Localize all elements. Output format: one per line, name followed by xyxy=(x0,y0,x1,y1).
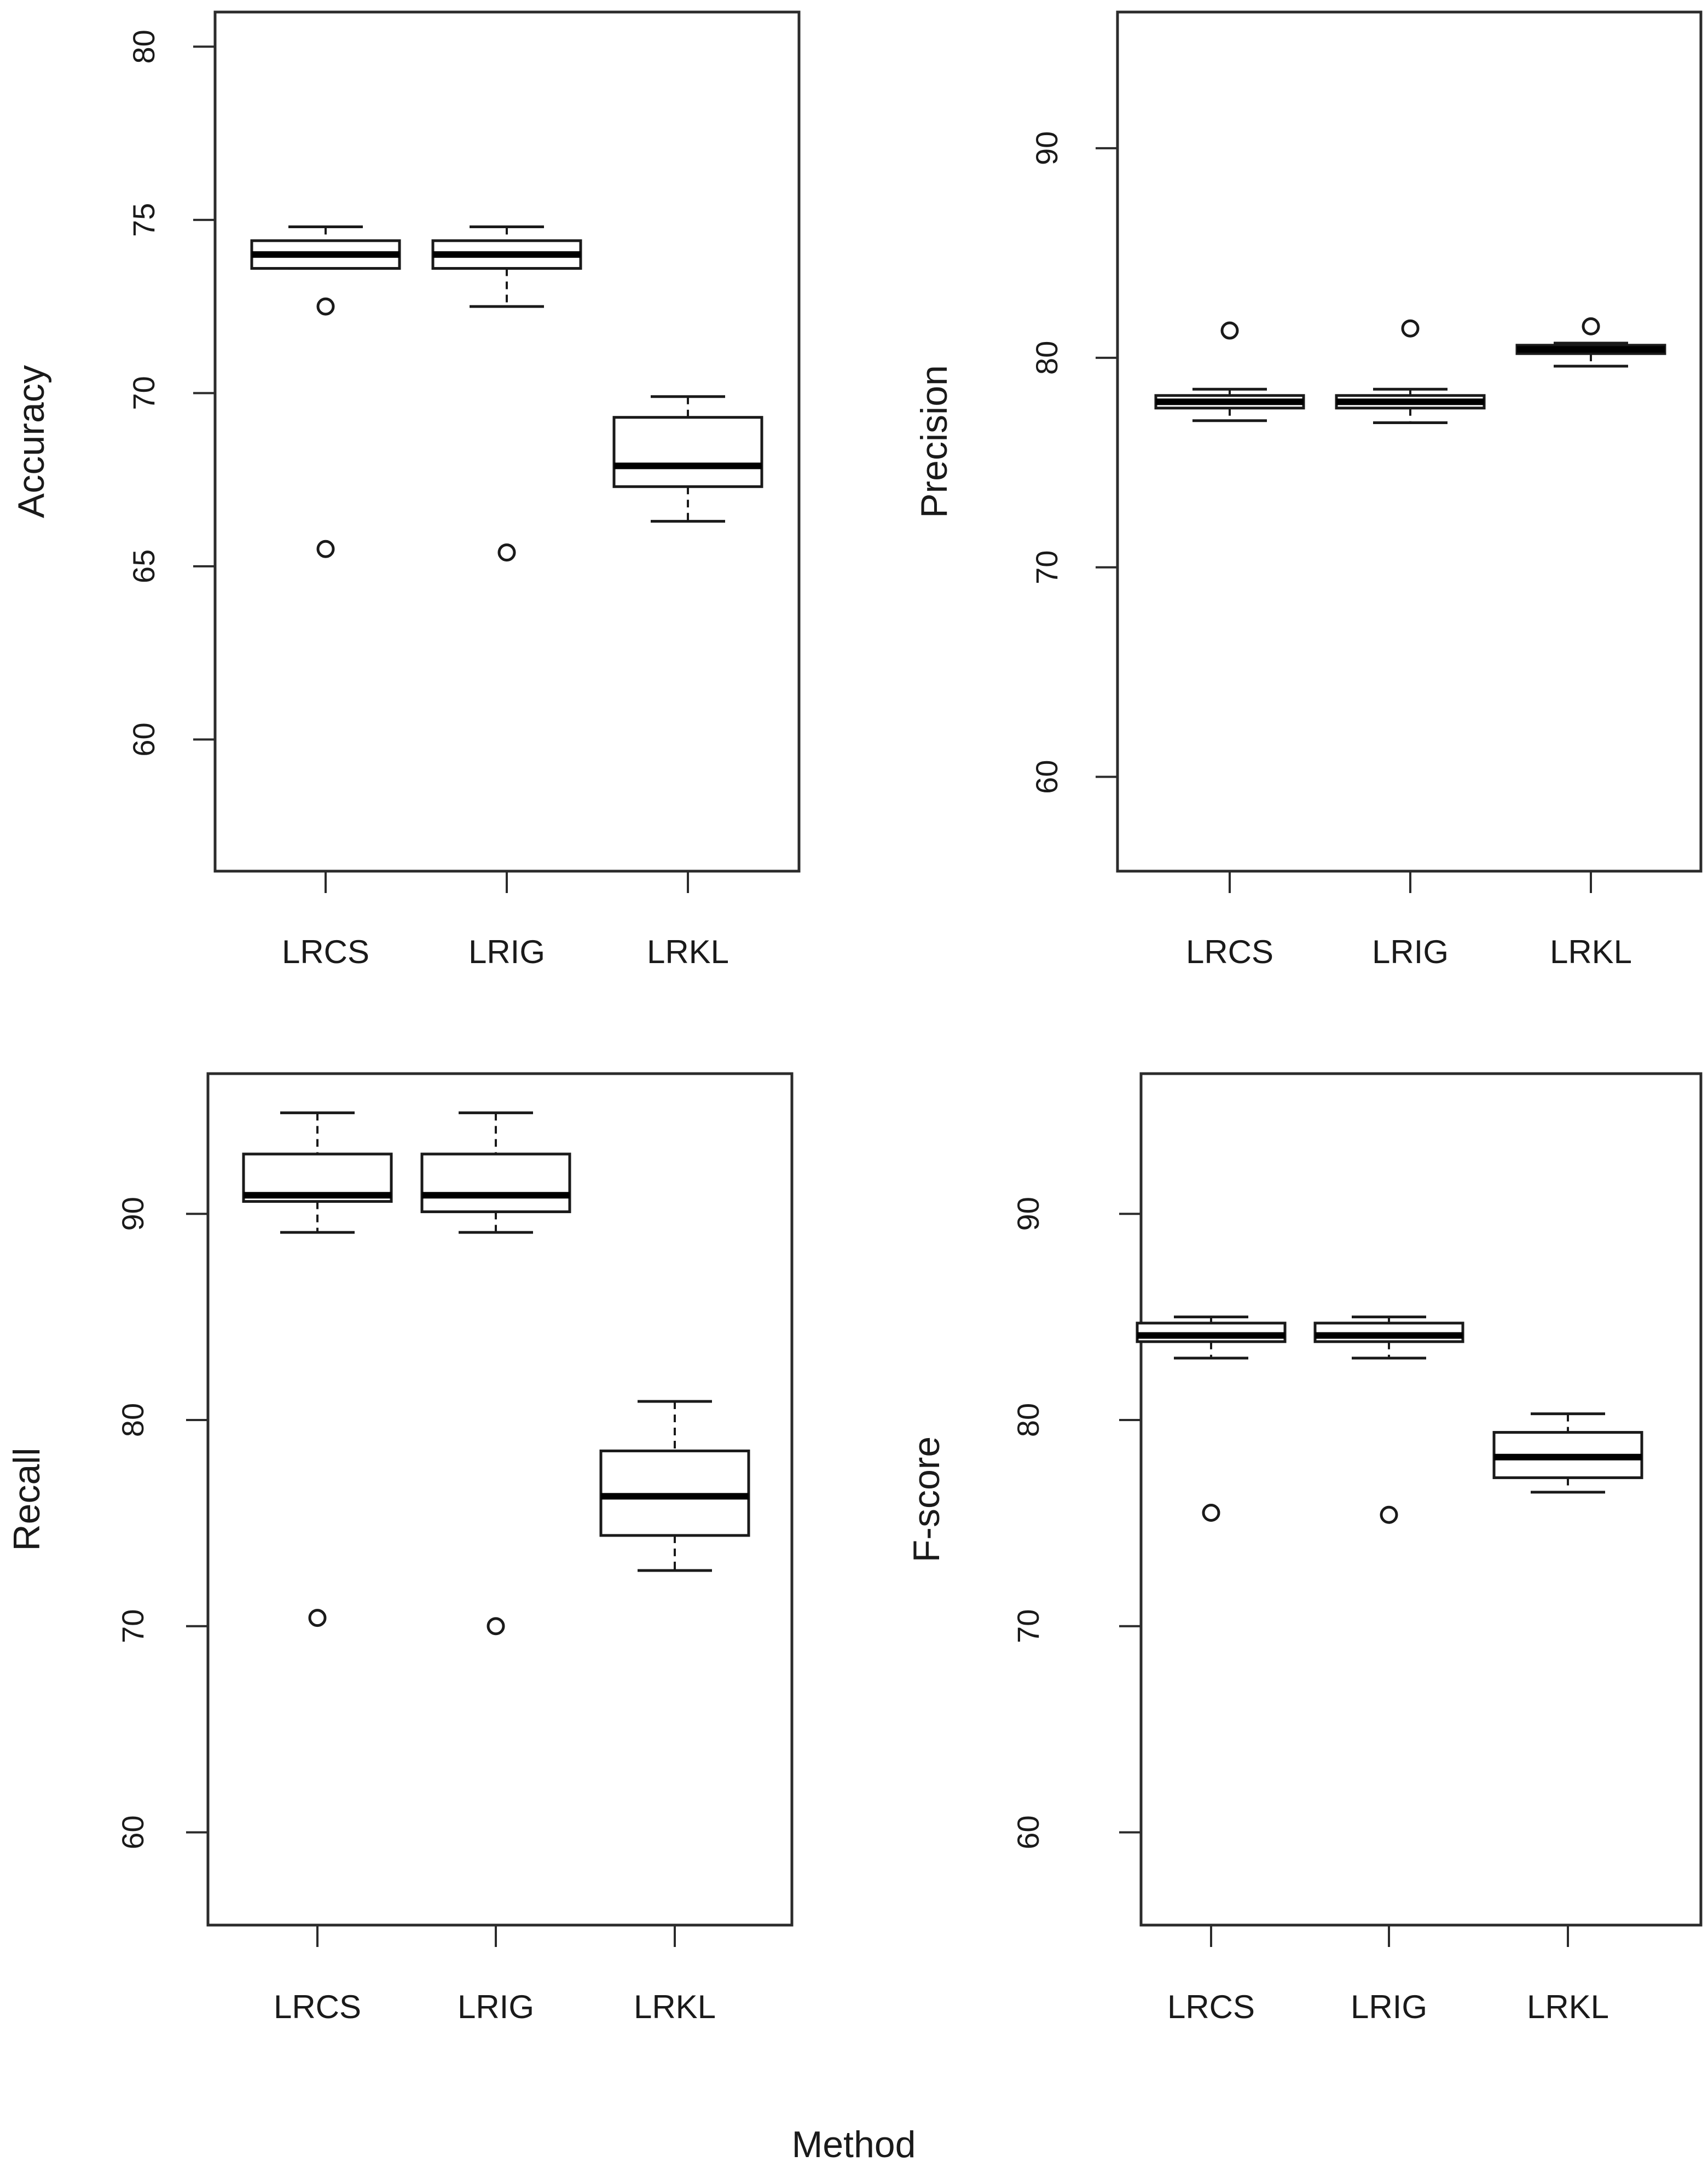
y-tick-label: 60 xyxy=(126,722,161,756)
outlier-point xyxy=(308,1609,327,1627)
box-lrkl xyxy=(599,1400,750,1572)
x-tick-label: LRIG xyxy=(1351,1989,1427,2025)
box-lrkl xyxy=(612,395,763,523)
panel-f-score: 60 70 80 90 F-score LRCS LRIG LRKL xyxy=(906,1072,1703,2025)
x-tick-label: LRKL xyxy=(634,1989,716,2025)
y-tick-label: 70 xyxy=(1011,1609,1045,1643)
outlier-point xyxy=(1380,1505,1398,1524)
outlier-point xyxy=(1582,317,1600,335)
y-tick-label: 80 xyxy=(115,1403,150,1437)
x-tick-label: LRKL xyxy=(1550,934,1632,970)
box-lrcs xyxy=(1136,1315,1287,1522)
y-tick-label: 90 xyxy=(1029,131,1064,165)
y-tick-label: 60 xyxy=(115,1815,150,1849)
plot-frame xyxy=(1139,1072,1703,1927)
y-tick-label: 90 xyxy=(115,1197,150,1231)
panel-accuracy: 60 65 70 75 80 Accuracy LRCS LRIG LRKL xyxy=(10,10,801,970)
plot-frame xyxy=(206,1072,794,1927)
box-lrcs xyxy=(242,1111,393,1627)
box-lrkl xyxy=(1492,1412,1643,1494)
y-tick-label: 80 xyxy=(1029,341,1064,375)
box-lrcs xyxy=(250,225,401,558)
outlier-point xyxy=(487,1617,505,1636)
y-tick-label: 80 xyxy=(126,30,161,63)
plot-frame xyxy=(1116,10,1703,873)
y-axis-title: Precision xyxy=(913,365,955,518)
x-tick-label: LRIG xyxy=(1372,934,1449,970)
y-tick-label: 60 xyxy=(1029,760,1064,794)
outlier-point xyxy=(497,543,516,562)
interquartile-box xyxy=(612,416,763,488)
y-tick-label: 65 xyxy=(126,549,161,583)
box-lrkl xyxy=(1515,317,1666,368)
y-tick-label: 70 xyxy=(115,1609,150,1643)
y-tick-label: 60 xyxy=(1011,1815,1045,1849)
y-tick-label: 90 xyxy=(1011,1197,1045,1231)
y-tick-label: 80 xyxy=(1011,1403,1045,1437)
box-lrig xyxy=(420,1111,571,1636)
outlier-point xyxy=(316,540,335,558)
outlier-point xyxy=(316,297,335,316)
panel-recall: 60 70 80 90 Recall LRCS LRIG LRKL xyxy=(6,1072,794,2025)
outlier-point xyxy=(1220,321,1239,340)
x-tick-label: LRIG xyxy=(458,1989,534,2025)
box-lrig xyxy=(431,225,582,562)
y-axis-title: Recall xyxy=(6,1448,48,1551)
box-lrig xyxy=(1335,319,1486,425)
x-tick-label: LRCS xyxy=(1167,1989,1255,2025)
y-axis-title: Accuracy xyxy=(10,365,52,518)
y-tick-label: 75 xyxy=(126,203,161,237)
interquartile-box xyxy=(420,1152,571,1213)
y-axis-title: F-score xyxy=(906,1436,947,1562)
x-tick-label: LRIG xyxy=(468,934,545,970)
box-lrig xyxy=(1313,1315,1464,1524)
box-lrcs xyxy=(1154,321,1305,422)
y-tick-label: 70 xyxy=(126,376,161,410)
x-tick-label: LRCS xyxy=(274,1989,361,2025)
x-tick-label: LRCS xyxy=(1186,934,1273,970)
outlier-point xyxy=(1202,1503,1220,1522)
outlier-point xyxy=(1401,319,1420,338)
x-axis-title: Method xyxy=(792,2124,916,2165)
x-tick-label: LRKL xyxy=(647,934,729,970)
y-tick-label: 70 xyxy=(1029,550,1064,584)
panel-precision: 60 70 80 90 Precision LRCS LRIG LRKL xyxy=(913,10,1703,970)
x-tick-label: LRKL xyxy=(1527,1989,1609,2025)
x-tick-label: LRCS xyxy=(282,934,369,970)
